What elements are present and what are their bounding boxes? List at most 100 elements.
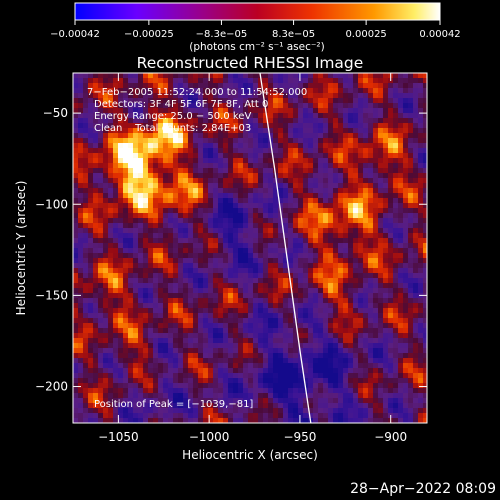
heatmap-cell: [413, 258, 418, 263]
heatmap-cell: [73, 338, 78, 343]
heatmap-cell: [113, 383, 118, 388]
heatmap-cell: [258, 118, 263, 123]
heatmap-cell: [188, 263, 193, 268]
heatmap-cell: [323, 403, 328, 408]
heatmap-cell: [243, 238, 248, 243]
heatmap-cell: [318, 383, 323, 388]
heatmap-cell: [228, 78, 233, 83]
heatmap-cell: [388, 253, 393, 258]
heatmap-cell: [228, 228, 233, 233]
heatmap-cell: [103, 188, 108, 193]
heatmap-cell: [123, 78, 128, 83]
heatmap-cell: [103, 338, 108, 343]
heatmap-cell: [238, 413, 243, 418]
heatmap-cell: [413, 263, 418, 268]
heatmap-cell: [363, 73, 368, 78]
heatmap-cell: [423, 343, 427, 348]
heatmap-cell: [98, 338, 103, 343]
heatmap-cell: [228, 323, 233, 328]
heatmap-cell: [143, 198, 148, 203]
heatmap-cell: [188, 128, 193, 133]
heatmap-cell: [323, 303, 328, 308]
heatmap-cell: [363, 338, 368, 343]
heatmap-cell: [343, 78, 348, 83]
heatmap-cell: [198, 243, 203, 248]
heatmap-cell: [383, 318, 388, 323]
heatmap-cell: [178, 288, 183, 293]
heatmap-cell: [98, 343, 103, 348]
heatmap-cell: [313, 248, 318, 253]
heatmap-cell: [348, 88, 353, 93]
heatmap-cell: [388, 408, 393, 413]
heatmap-cell: [168, 148, 173, 153]
heatmap-cell: [233, 348, 238, 353]
heatmap-cell: [323, 283, 328, 288]
heatmap-cell: [348, 198, 353, 203]
heatmap-cell: [253, 73, 258, 78]
heatmap-cell: [278, 368, 283, 373]
heatmap-cell: [158, 208, 163, 213]
heatmap-cell: [303, 103, 308, 108]
heatmap-cell: [318, 353, 323, 358]
heatmap-cell: [263, 308, 268, 313]
heatmap-cell: [113, 333, 118, 338]
heatmap-cell: [348, 273, 353, 278]
heatmap-cell: [283, 158, 288, 163]
heatmap-cell: [168, 238, 173, 243]
heatmap-cell: [168, 93, 173, 98]
heatmap-cell: [353, 158, 358, 163]
heatmap-cell: [108, 163, 113, 168]
heatmap-cell: [383, 383, 388, 388]
heatmap-cell: [98, 278, 103, 283]
heatmap-cell: [293, 338, 298, 343]
heatmap-cell: [318, 143, 323, 148]
heatmap-cell: [353, 313, 358, 318]
heatmap-cell: [313, 348, 318, 353]
heatmap-cell: [98, 258, 103, 263]
heatmap-cell: [418, 163, 423, 168]
heatmap-cell: [158, 338, 163, 343]
heatmap-cell: [153, 158, 158, 163]
heatmap-cell: [258, 303, 263, 308]
heatmap-cell: [343, 248, 348, 253]
heatmap-cell: [388, 243, 393, 248]
heatmap-cell: [348, 98, 353, 103]
heatmap-cell: [293, 83, 298, 88]
heatmap-cell: [178, 138, 183, 143]
heatmap-cell: [293, 238, 298, 243]
heatmap-cell: [408, 278, 413, 283]
heatmap-cell: [98, 138, 103, 143]
heatmap-cell: [163, 403, 168, 408]
heatmap-cell: [223, 123, 228, 128]
heatmap-cell: [223, 253, 228, 258]
heatmap-cell: [253, 218, 258, 223]
heatmap-cell: [78, 388, 83, 393]
heatmap-cell: [168, 213, 173, 218]
heatmap-cell: [293, 303, 298, 308]
heatmap-cell: [293, 333, 298, 338]
heatmap-cell: [323, 388, 328, 393]
heatmap-cell: [153, 223, 158, 228]
heatmap-cell: [283, 193, 288, 198]
heatmap-cell: [153, 378, 158, 383]
heatmap-cell: [203, 248, 208, 253]
heatmap-cell: [378, 223, 383, 228]
heatmap-cell: [398, 148, 403, 153]
heatmap-cell: [203, 398, 208, 403]
heatmap-cell: [138, 308, 143, 313]
heatmap-cell: [258, 113, 263, 118]
heatmap-cell: [88, 288, 93, 293]
heatmap-cell: [273, 413, 278, 418]
heatmap-cell: [353, 238, 358, 243]
heatmap-cell: [248, 343, 253, 348]
heatmap-cell: [88, 373, 93, 378]
heatmap-cell: [403, 253, 408, 258]
heatmap-cell: [288, 298, 293, 303]
heatmap-cell: [133, 228, 138, 233]
heatmap-cell: [333, 228, 338, 233]
heatmap-cell: [178, 298, 183, 303]
heatmap-cell: [203, 418, 208, 423]
heatmap-cell: [108, 283, 113, 288]
heatmap-cell: [118, 373, 123, 378]
heatmap-cell: [148, 123, 153, 128]
